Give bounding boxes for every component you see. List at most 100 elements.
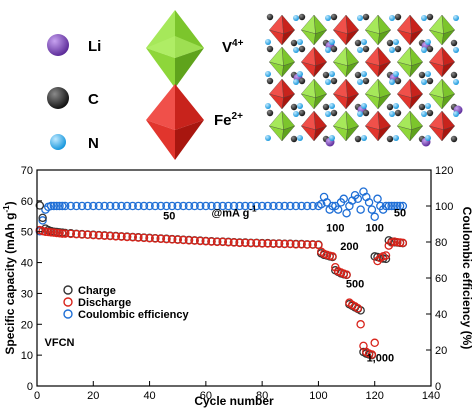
y2-tick-label: 40: [435, 309, 447, 321]
annotation-label: @mA g-1: [212, 204, 257, 219]
discharge-point: [381, 251, 391, 260]
carbon-atom: [322, 103, 330, 111]
carbon-atom: [354, 135, 362, 143]
coulombic-efficiency-point: [139, 201, 149, 211]
nitrogen-atom: [389, 111, 395, 117]
discharge-point: [94, 231, 104, 240]
coulombic-efficiency-point: [195, 201, 205, 211]
carbon-atom: [362, 13, 370, 21]
octahedron-shape: [300, 110, 328, 142]
coulombic-efficiency-point: [373, 194, 382, 204]
coulombic-efficiency-point: [128, 201, 137, 211]
carbon-atom: [298, 13, 306, 21]
nitrogen-atom: [325, 15, 331, 21]
x-tick-label: 0: [34, 390, 40, 402]
y2-tick-label: 20: [435, 345, 447, 357]
discharge-point: [58, 229, 67, 238]
carbon-atom: [266, 45, 274, 53]
y-tick-label: 40: [21, 258, 33, 270]
coulombic-efficiency-point: [252, 201, 261, 211]
carbon-atom: [266, 13, 274, 21]
x-tick-label: 120: [366, 390, 384, 402]
nitrogen-atom: [361, 135, 367, 141]
nitrogen-atom: [453, 47, 459, 53]
annotation-label: 50: [394, 207, 406, 219]
nitrogen-atom: [293, 111, 299, 117]
annotation-label: 100: [326, 223, 344, 235]
discharge-point: [105, 231, 115, 241]
coulombic-efficiency-point: [353, 194, 363, 204]
coulombic-efficiency-point: [212, 201, 222, 211]
coulombic-efficiency-point: [145, 201, 154, 211]
nitrogen-atom: [421, 47, 427, 53]
nitrogen-atom: [389, 15, 395, 21]
discharge-point: [55, 229, 64, 238]
legend-label: Coulombic efficiency: [78, 309, 190, 321]
nitrogen-atom: [453, 79, 459, 85]
discharge-point: [302, 240, 312, 249]
discharge-point: [111, 232, 121, 241]
coulombic-efficiency-point: [100, 201, 109, 211]
octahedron-shape: [332, 46, 360, 78]
nitrogen-atom: [329, 135, 335, 141]
nitrogen-atom: [265, 71, 271, 77]
carbon-atom: [450, 71, 458, 79]
carbon-atom: [290, 39, 298, 47]
discharge-point: [117, 232, 126, 241]
nitrogen-atom: [357, 111, 363, 117]
octahedron-shape: [268, 110, 296, 142]
coulombic-efficiency-point: [316, 199, 326, 209]
carbon-atom: [426, 77, 434, 85]
octahedron-shape: [268, 14, 296, 46]
nitrogen-atom: [325, 79, 331, 85]
nitrogen-atom: [389, 47, 395, 53]
coulombic-efficiency-point: [356, 205, 365, 214]
annotation-text: @mA g: [212, 207, 250, 219]
carbon-atom: [450, 135, 458, 143]
annotation-label: VFCN: [45, 337, 75, 349]
discharge-point: [314, 240, 323, 250]
discharge-point: [308, 240, 318, 249]
nitrogen-atom: [425, 39, 431, 45]
discharge-point: [128, 233, 137, 242]
coulombic-efficiency-point: [156, 201, 166, 211]
y-tick-label: 60: [21, 196, 33, 208]
discharge-point: [367, 350, 377, 359]
coulombic-efficiency-point: [207, 201, 216, 211]
nitrogen-atom: [325, 47, 331, 53]
coulombic-efficiency-point: [38, 216, 47, 225]
coulombic-efficiency-point: [302, 201, 312, 211]
octahedron-shape: [396, 14, 424, 46]
coulombic-efficiency-point: [274, 201, 284, 211]
coulombic-efficiency-point: [179, 201, 188, 211]
octahedron-shape: [300, 46, 328, 78]
annotation-label: 100: [366, 223, 384, 235]
discharge-point: [235, 238, 244, 248]
annotation-label: 1,000: [367, 352, 395, 364]
fe-octahedron-icon: [146, 84, 204, 160]
coulombic-efficiency-point: [297, 201, 306, 211]
nitrogen-atom: [393, 71, 399, 77]
discharge-point: [83, 230, 92, 240]
discharge-point: [392, 237, 402, 247]
discharge-point: [297, 240, 306, 249]
discharge-point: [162, 234, 171, 244]
nitrogen-atom: [361, 103, 367, 109]
legend-marker-coulombic-efficiency: [63, 309, 73, 319]
coulombic-efficiency-point: [150, 201, 160, 211]
coulombic-efficiency-point: [218, 201, 227, 211]
nitrogen-atom: [453, 15, 459, 21]
discharge-point: [398, 238, 408, 248]
discharge-point: [224, 237, 233, 247]
discharge-point: [49, 228, 59, 237]
coulombic-efficiency-point: [122, 201, 132, 211]
annotation-text: 100: [326, 223, 344, 235]
discharge-point: [72, 229, 81, 239]
n-label: N: [88, 135, 99, 152]
discharge-point: [241, 238, 250, 248]
coulombic-efficiency-point: [201, 201, 211, 211]
coulombic-efficiency-point: [72, 201, 81, 211]
plot-marks: [35, 187, 408, 360]
